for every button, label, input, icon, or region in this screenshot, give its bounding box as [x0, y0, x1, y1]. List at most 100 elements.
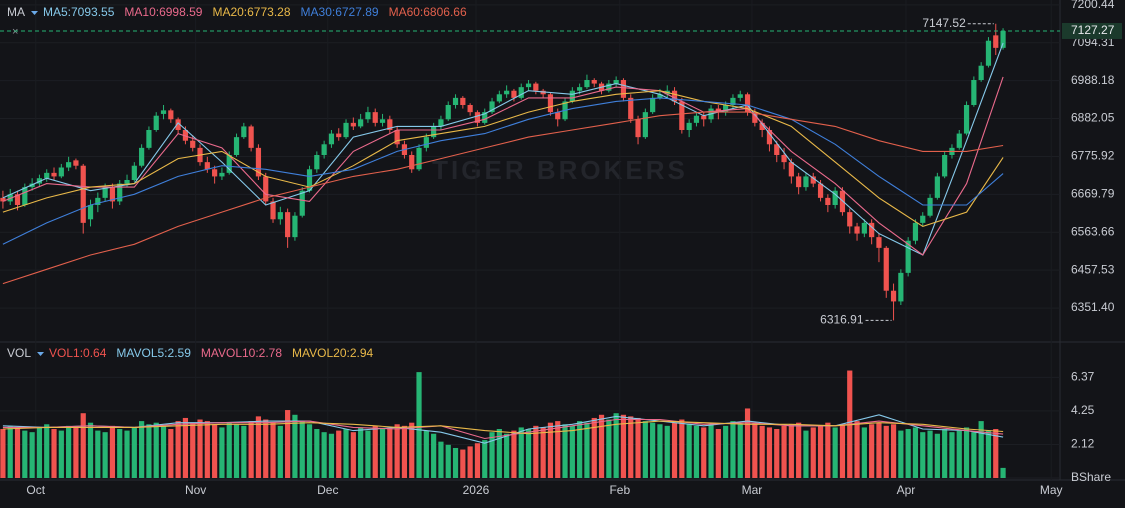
volume-bar — [664, 425, 670, 478]
volume-bar — [336, 430, 342, 478]
volume-bar — [869, 424, 875, 478]
candle-body — [146, 130, 152, 148]
candle-body — [693, 115, 700, 123]
candle-body — [14, 194, 21, 205]
volume-bar — [525, 429, 532, 478]
candle-body — [796, 176, 802, 188]
volume-bar — [233, 424, 240, 478]
volume-bar — [905, 429, 911, 478]
candle-body — [606, 83, 612, 91]
volume-bar — [277, 425, 283, 478]
candle-body — [533, 83, 539, 91]
volume-bar — [657, 424, 663, 478]
candle-body — [277, 212, 283, 220]
ma-line — [2, 90, 1004, 228]
candle-body — [73, 160, 79, 166]
volume-bar — [270, 422, 276, 478]
volume-bar — [153, 422, 159, 478]
candle-body — [810, 176, 816, 184]
candle-body — [489, 101, 495, 113]
volume-bar — [409, 422, 415, 478]
candle-body — [825, 197, 831, 205]
candle-body — [869, 222, 875, 238]
candle-body — [423, 137, 429, 148]
candle-body — [328, 133, 335, 145]
volume-bar — [788, 424, 794, 478]
candle-body — [547, 94, 554, 113]
candle-body — [971, 80, 977, 105]
candle-body — [956, 133, 962, 148]
indicator-dropdown — [37, 352, 45, 356]
candle-body — [847, 212, 853, 227]
volume-bar — [482, 440, 488, 478]
candle-body — [934, 176, 940, 198]
candle-body — [642, 112, 648, 138]
volume-bar — [95, 430, 101, 478]
legend-entry: MA20:6773.28 — [212, 5, 290, 19]
volume-bar — [379, 429, 386, 478]
candle-body — [920, 215, 926, 223]
candle-body — [781, 155, 787, 163]
candle-body — [292, 215, 298, 238]
candle-body — [482, 112, 488, 123]
indicator-label: MA — [7, 5, 25, 19]
volume-bar — [358, 427, 364, 478]
x-tick-label: 2026 — [463, 483, 490, 497]
candle-body — [22, 187, 28, 205]
volume-bar — [1000, 467, 1006, 478]
volume-bar — [927, 430, 933, 478]
volume-bar — [438, 441, 444, 478]
candle-body — [511, 90, 517, 98]
volume-bar — [540, 427, 546, 478]
volume-bar — [715, 429, 721, 478]
volume-bar — [861, 427, 867, 478]
candle-body — [175, 119, 181, 130]
volume-bar — [51, 429, 57, 478]
candle-body — [577, 87, 583, 91]
candle-body — [912, 222, 919, 241]
close-icon[interactable]: × — [12, 26, 18, 38]
candle-body — [314, 155, 320, 170]
candle-body — [832, 190, 838, 205]
ma-line — [2, 420, 1004, 435]
volume-bar — [80, 413, 86, 478]
candle-body — [387, 119, 393, 130]
volume-bar — [87, 422, 94, 478]
volume-bar — [781, 425, 787, 478]
volume-bar — [175, 421, 181, 478]
volume-bar — [350, 432, 356, 478]
candle-body — [985, 40, 992, 66]
candle-body — [774, 144, 780, 155]
candle-body — [474, 112, 481, 123]
candle-body — [452, 97, 459, 105]
volume-bar — [803, 430, 809, 478]
volume-bar — [796, 422, 802, 478]
candle-body — [628, 97, 634, 120]
legend-entry: MAVOL5:2.59 — [116, 346, 191, 360]
candle-body — [1000, 30, 1006, 48]
volume-bar — [993, 429, 999, 478]
volume-bar — [890, 424, 897, 478]
y-tick-label: 4.25 — [1071, 403, 1095, 417]
high-label: 7147.52 — [922, 16, 966, 30]
low-label: 6316.91 — [820, 313, 864, 327]
volume-bar — [292, 414, 298, 478]
candle-body — [117, 183, 123, 202]
volume-bar — [66, 425, 72, 478]
volume-bar — [219, 427, 225, 478]
candle-body — [730, 97, 736, 105]
volume-bar — [606, 419, 612, 478]
volume-bar — [883, 425, 889, 478]
volume-bar — [934, 433, 940, 478]
legend-entry: VOL1:0.64 — [49, 346, 107, 360]
candle-body — [759, 122, 765, 130]
y-tick-label: 6882.05 — [1071, 111, 1115, 125]
candle-body — [248, 126, 254, 148]
candle-body — [898, 272, 904, 302]
candle-body — [212, 169, 218, 177]
candle-body — [87, 205, 94, 220]
y-tick-label: 2.12 — [1071, 437, 1095, 451]
volume-bar — [474, 443, 481, 478]
candle-body — [496, 94, 502, 102]
legend-entry: MAVOL20:2.94 — [292, 346, 373, 360]
